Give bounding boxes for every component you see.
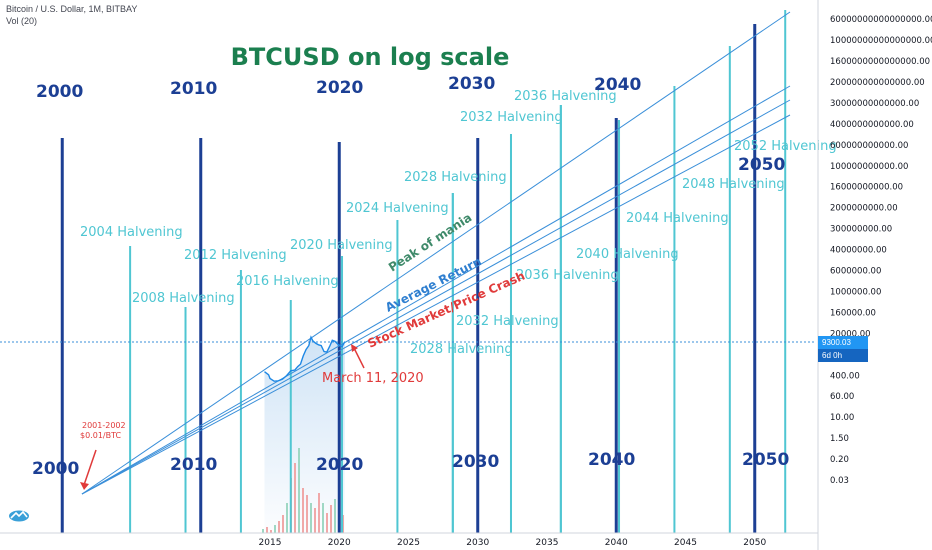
halving-label: 2036 Halvening — [516, 268, 619, 283]
halving-label: 2028 Halvening — [410, 342, 513, 357]
y-tick-label: 0.03 — [830, 476, 849, 486]
decade-bottom-label: 2040 — [588, 450, 635, 470]
y-tick-label: 0.20 — [830, 455, 849, 465]
crash-arrow — [353, 347, 365, 369]
y-tick-label: 10000000000000000.00 — [830, 36, 932, 46]
halving-label: 2052 Halvening — [734, 139, 837, 154]
y-tick-label: 300000000.00 — [830, 225, 892, 235]
x-tick-label: 2020 — [328, 538, 351, 548]
volume-bar — [270, 530, 272, 533]
early-price-arrow-head — [80, 482, 89, 490]
last-price-label: 9300.03 — [818, 336, 868, 349]
halving-label: 2044 Halvening — [626, 211, 729, 226]
decade-top-label: 2050 — [738, 155, 785, 175]
volume-bar — [262, 529, 264, 533]
y-tick-label: 1.50 — [830, 434, 849, 444]
price-area — [264, 337, 345, 533]
y-tick-label: 16000000000.00 — [830, 183, 903, 193]
decade-top-label: 2030 — [448, 74, 495, 94]
y-tick-label: 60000000000000000.00 — [830, 15, 932, 25]
decade-bottom-label: 2020 — [316, 455, 363, 475]
volume-bar — [310, 503, 312, 533]
trend-line — [81, 99, 791, 495]
decade-top-label: 2020 — [316, 78, 363, 98]
halving-label: 2020 Halvening — [290, 238, 393, 253]
y-tick-label: 40000000.00 — [830, 246, 887, 256]
volume-bar — [314, 508, 316, 533]
halving-label: 2032 Halvening — [456, 314, 559, 329]
halving-label: 2012 Halvening — [184, 248, 287, 263]
decade-bottom-label: 2010 — [170, 455, 217, 475]
y-tick-label: 400.00 — [830, 371, 860, 381]
x-tick-label: 2035 — [536, 538, 559, 548]
x-tick-label: 2045 — [674, 538, 697, 548]
x-tick-label: 2050 — [743, 538, 766, 548]
y-tick-label: 1600000000000000.00 — [830, 57, 930, 67]
price-line — [264, 335, 346, 382]
y-tick-label: 1000000.00 — [830, 287, 881, 297]
decade-top-label: 2040 — [594, 75, 641, 95]
volume-bar — [278, 521, 280, 533]
volume-bar — [306, 495, 308, 533]
y-tick-label: 6000000.00 — [830, 267, 881, 277]
trend-line — [81, 11, 791, 495]
decade-bottom-label: 2000 — [32, 459, 79, 479]
volume-bar — [326, 513, 328, 533]
halving-label: 2008 Halvening — [132, 291, 235, 306]
y-tick-label: 200000000000000.00 — [830, 78, 925, 88]
y-tick-label: 30000000000000.00 — [830, 99, 919, 109]
y-tick-label: 600000000000.00 — [830, 141, 908, 151]
bar-countdown-label: 6d 0h — [818, 349, 868, 362]
volume-bar — [322, 503, 324, 533]
volume-line: Vol (20) — [6, 16, 38, 26]
crash-arrow-head — [351, 344, 358, 352]
volume-bar — [266, 527, 268, 533]
chart-title: BTCUSD on log scale — [231, 43, 510, 71]
volume-bar — [294, 463, 296, 533]
volume-bar — [318, 493, 320, 533]
x-tick-label: 2040 — [605, 538, 628, 548]
early-price-annotation: 2001-2002 — [82, 421, 126, 430]
x-tick-label: 2025 — [397, 538, 420, 548]
early-price-arrow — [83, 449, 97, 486]
volume-bar — [334, 499, 336, 533]
y-tick-label: 100000000000.00 — [830, 162, 908, 172]
x-tick-label: 2030 — [466, 538, 489, 548]
halving-label: 2036 Halvening — [514, 89, 617, 104]
volume-bar — [302, 488, 304, 533]
decade-top-label: 2000 — [36, 82, 83, 102]
halving-label: 2040 Halvening — [576, 247, 679, 262]
volume-bar — [286, 503, 288, 533]
trend-line — [81, 114, 791, 495]
y-tick-label: 160000.00 — [830, 308, 876, 318]
x-tick-label: 2015 — [259, 538, 282, 548]
volume-bar — [282, 515, 284, 533]
decade-bottom-label: 2030 — [452, 452, 499, 472]
crash-date-annotation: March 11, 2020 — [322, 371, 424, 386]
halving-label: 2028 Halvening — [404, 170, 507, 185]
volume-bar — [274, 525, 276, 533]
volume-bar — [330, 505, 332, 533]
halving-label: 2048 Halvening — [682, 177, 785, 192]
y-tick-label: 2000000000.00 — [830, 204, 898, 214]
tradingview-logo-icon[interactable] — [8, 508, 30, 522]
y-tick-label: 20000.00 — [830, 329, 871, 339]
symbol-line: Bitcoin / U.S. Dollar, 1M, BITBAY — [6, 4, 138, 14]
halving-label: 2004 Halvening — [80, 225, 183, 240]
volume-bar — [298, 448, 300, 533]
y-tick-label: 10.00 — [830, 413, 854, 423]
trend-line — [81, 85, 791, 495]
decade-bottom-label: 2050 — [742, 450, 789, 470]
halving-label: 2024 Halvening — [346, 201, 449, 216]
early-price-annotation: $0.01/BTC — [80, 431, 122, 440]
halving-label: 2016 Halvening — [236, 274, 339, 289]
y-tick-label: 60.00 — [830, 392, 854, 402]
halving-label: 2032 Halvening — [460, 110, 563, 125]
decade-top-label: 2010 — [170, 79, 217, 99]
y-tick-label: 4000000000000.00 — [830, 120, 914, 130]
